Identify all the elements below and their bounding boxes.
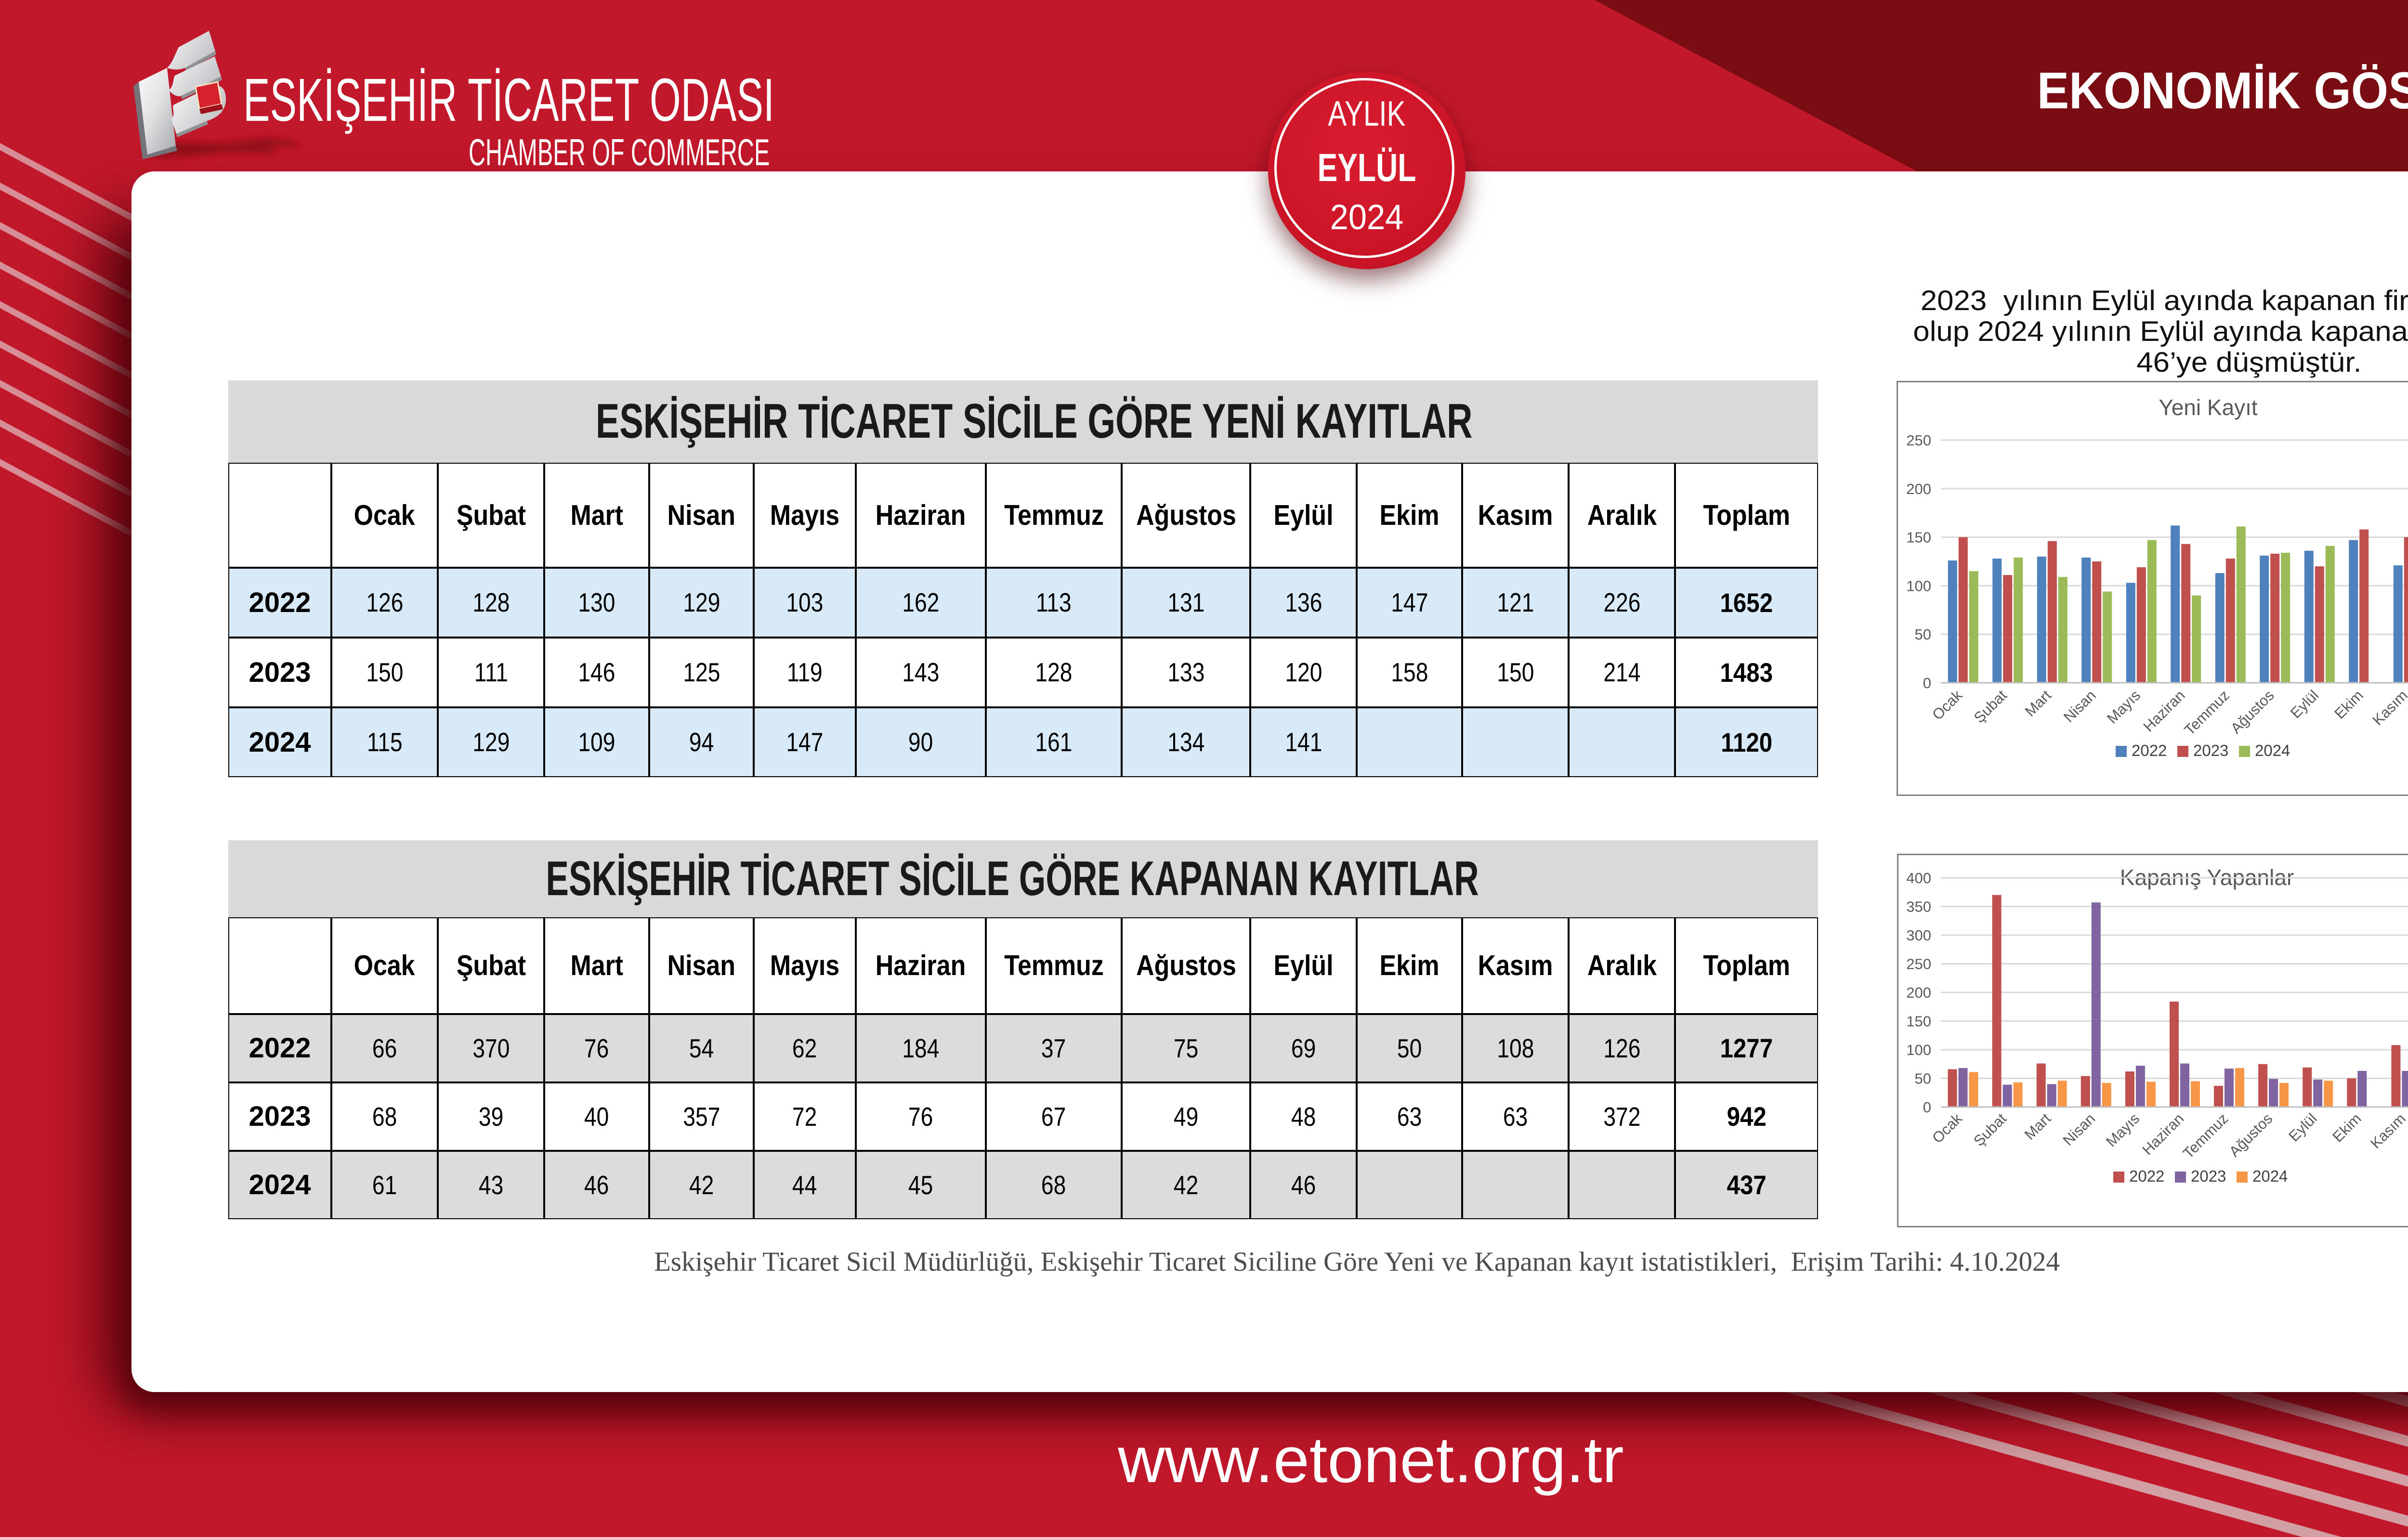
svg-text:250: 250 bbox=[1906, 432, 1931, 449]
svg-text:2023: 2023 bbox=[2193, 742, 2228, 759]
svg-text:300: 300 bbox=[1906, 927, 1931, 944]
svg-text:350: 350 bbox=[1906, 899, 1931, 915]
svg-text:150: 150 bbox=[1906, 529, 1931, 546]
svg-text:250: 250 bbox=[1906, 956, 1931, 973]
svg-text:0: 0 bbox=[1923, 675, 1931, 691]
svg-text:400: 400 bbox=[1906, 870, 1931, 886]
svg-text:150: 150 bbox=[1906, 1013, 1931, 1030]
svg-text:2024: 2024 bbox=[2255, 742, 2290, 759]
svg-text:2022: 2022 bbox=[2132, 742, 2167, 759]
svg-text:50: 50 bbox=[1915, 626, 1931, 643]
svg-text:Yeni Kayıt: Yeni Kayıt bbox=[2159, 395, 2258, 420]
svg-text:200: 200 bbox=[1906, 984, 1931, 1001]
svg-text:100: 100 bbox=[1906, 577, 1931, 594]
svg-text:2024: 2024 bbox=[2252, 1167, 2288, 1185]
svg-text:50: 50 bbox=[1915, 1070, 1931, 1087]
svg-text:200: 200 bbox=[1906, 481, 1931, 497]
svg-text:2023: 2023 bbox=[2191, 1167, 2226, 1185]
svg-text:2022: 2022 bbox=[2129, 1167, 2164, 1185]
svg-text:100: 100 bbox=[1906, 1042, 1931, 1058]
svg-text:0: 0 bbox=[1923, 1099, 1931, 1116]
